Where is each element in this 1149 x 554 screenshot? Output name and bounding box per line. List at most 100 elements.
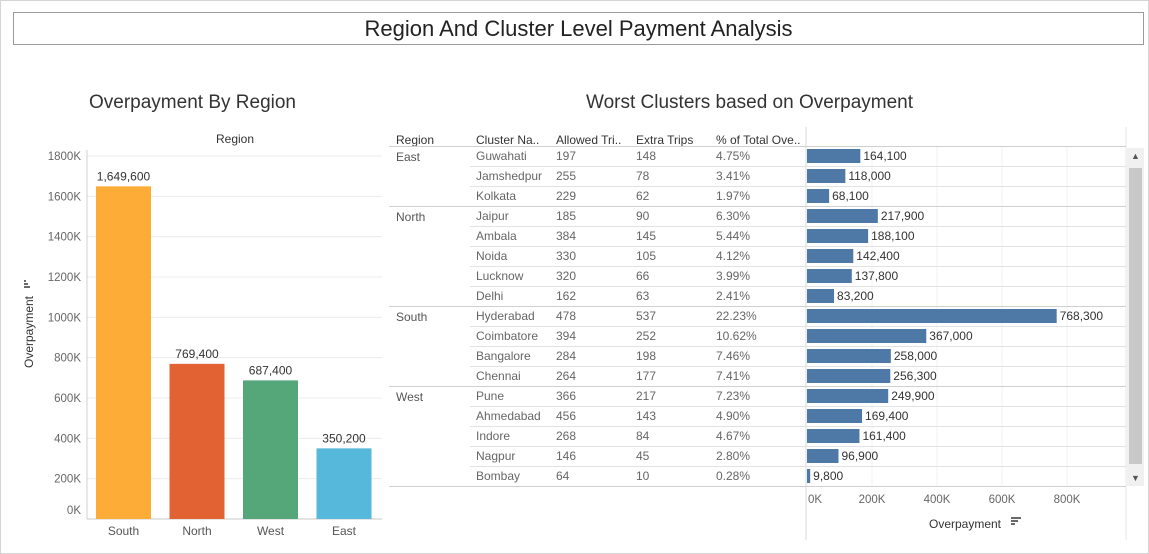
cluster-table-title: Worst Clusters based on Overpayment <box>586 92 914 113</box>
scroll-thumb[interactable] <box>1129 168 1142 464</box>
x-category-label: North <box>182 524 211 538</box>
cluster-name: Noida <box>476 249 508 263</box>
cluster-bar-label: 68,100 <box>832 189 869 203</box>
cluster-name: Jaipur <box>476 209 509 223</box>
x-category-label: South <box>108 524 139 538</box>
y-tick-label: 1600K <box>48 191 82 203</box>
extra-trips: 537 <box>636 309 656 323</box>
allowed-trips: 456 <box>556 409 576 423</box>
allowed-trips: 366 <box>556 389 576 403</box>
pct-total-overpayment: 1.97% <box>716 189 750 203</box>
column-header: Region <box>396 133 434 147</box>
sort-icon <box>24 280 30 288</box>
cluster-bar <box>807 309 1057 323</box>
column-header: Extra Trips <box>636 133 693 147</box>
allowed-trips: 268 <box>556 429 576 443</box>
y-tick-label: 0K <box>67 505 81 517</box>
cluster-bar-label: 258,000 <box>894 349 938 363</box>
extra-trips: 252 <box>636 329 656 343</box>
region-label: South <box>396 310 427 324</box>
cluster-bar-label: 118,000 <box>848 169 891 183</box>
cluster-bar <box>807 269 852 283</box>
cluster-name: Ambala <box>476 229 517 243</box>
cluster-name: Lucknow <box>476 269 524 283</box>
cluster-name: Jamshedpur <box>476 169 542 183</box>
pct-total-overpayment: 7.41% <box>716 369 750 383</box>
allowed-trips: 162 <box>556 289 576 303</box>
x-tick-label: 400K <box>924 494 951 506</box>
region-bar-chart: 0K 200K 400K 600K 800K 1000K 1200K 1400K 1600K 18… <box>22 132 382 538</box>
column-header: Allowed Tri.. <box>556 133 621 147</box>
cluster-name: Ahmedabad <box>476 409 541 423</box>
cluster-bar <box>807 169 846 183</box>
x-axis-label: Overpayment <box>929 517 1002 531</box>
y-tick-label: 800K <box>54 353 81 365</box>
cluster-name: Bangalore <box>476 349 531 363</box>
bar-value-label: 350,200 <box>322 431 366 445</box>
cluster-bar-label: 96,900 <box>841 449 878 463</box>
cluster-name: Nagpur <box>476 449 515 463</box>
extra-trips: 90 <box>636 209 650 223</box>
column-header: % of Total Ove.. <box>716 133 801 147</box>
region-chart-title: Overpayment By Region <box>89 92 296 113</box>
x-tick-label: 0K <box>808 494 822 506</box>
allowed-trips: 185 <box>556 209 576 223</box>
allowed-trips: 478 <box>556 309 576 323</box>
cluster-name: Guwahati <box>476 149 527 163</box>
scroll-down-icon[interactable]: ▼ <box>1131 473 1140 483</box>
extra-trips: 217 <box>636 389 656 403</box>
extra-trips: 145 <box>636 229 656 243</box>
cluster-bar <box>807 329 927 343</box>
allowed-trips: 284 <box>556 349 576 363</box>
cluster-bar-label: 83,200 <box>837 289 874 303</box>
y-tick-label: 200K <box>54 474 81 486</box>
pct-total-overpayment: 4.67% <box>716 429 750 443</box>
pct-total-overpayment: 6.30% <box>716 209 750 223</box>
pct-total-overpayment: 7.23% <box>716 389 750 403</box>
pct-total-overpayment: 3.99% <box>716 269 750 283</box>
x-tick-label: 600K <box>989 494 1016 506</box>
extra-trips: 198 <box>636 349 656 363</box>
cluster-bar-label: 188,100 <box>871 229 915 243</box>
region-label: North <box>396 210 425 224</box>
x-category-label: West <box>257 524 285 538</box>
allowed-trips: 255 <box>556 169 576 183</box>
extra-trips: 45 <box>636 449 650 463</box>
region-column-header: Region <box>216 132 254 146</box>
x-category-label: East <box>332 524 357 538</box>
extra-trips: 78 <box>636 169 650 183</box>
cluster-bar-label: 768,300 <box>1060 309 1104 323</box>
extra-trips: 84 <box>636 429 650 443</box>
extra-trips: 143 <box>636 409 656 423</box>
extra-trips: 62 <box>636 189 650 203</box>
x-tick-label: 200K <box>859 494 886 506</box>
sort-icon <box>1011 517 1021 525</box>
bar-south <box>96 186 151 519</box>
y-axis-label: Overpayment <box>22 295 36 368</box>
cluster-bar <box>807 249 854 263</box>
cluster-bar-label: 249,900 <box>891 389 935 403</box>
allowed-trips: 146 <box>556 449 576 463</box>
cluster-bar-label: 137,800 <box>855 269 899 283</box>
extra-trips: 177 <box>636 369 656 383</box>
scroll-up-icon[interactable]: ▲ <box>1131 151 1140 161</box>
column-header: Cluster Na.. <box>476 133 539 147</box>
y-tick-label: 1400K <box>48 232 82 244</box>
cluster-name: Pune <box>476 389 504 403</box>
extra-trips: 66 <box>636 269 650 283</box>
cluster-bar <box>807 149 861 163</box>
cluster-bar-label: 9,800 <box>813 469 843 483</box>
pct-total-overpayment: 2.80% <box>716 449 750 463</box>
table-scrollbar[interactable]: ▲ ▼ <box>1127 148 1144 486</box>
pct-total-overpayment: 2.41% <box>716 289 750 303</box>
pct-total-overpayment: 4.75% <box>716 149 750 163</box>
cluster-name: Kolkata <box>476 189 516 203</box>
cluster-bar-label: 367,000 <box>929 329 973 343</box>
allowed-trips: 320 <box>556 269 576 283</box>
cluster-bar-label: 169,400 <box>865 409 909 423</box>
cluster-name: Chennai <box>476 369 521 383</box>
extra-trips: 105 <box>636 249 656 263</box>
allowed-trips: 229 <box>556 189 576 203</box>
pct-total-overpayment: 5.44% <box>716 229 750 243</box>
